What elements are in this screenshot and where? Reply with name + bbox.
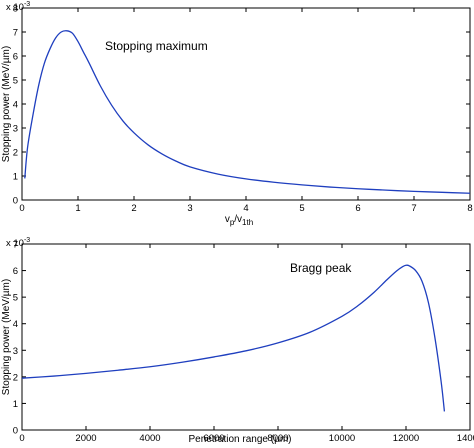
y-axis-label: Stopping power (MeV/µm) [1,279,12,395]
y-tick-label: 2 [13,372,18,383]
plot-frame [21,7,471,201]
x-tick-label: 6 [355,203,360,214]
y-tick-label: 2 [13,148,18,159]
x-tick-label: 6000 [203,433,224,444]
y-tick-label: 4 [13,100,18,111]
x-tick-label: 7 [411,203,416,214]
y-tick-label: 0 [13,196,18,207]
x-tick-label: 4 [243,203,248,214]
x-tick-label: 2 [131,203,136,214]
y-tick-label: 5 [13,293,18,304]
y-tick-label: 7 [13,240,18,251]
y-tick-label: 8 [13,4,18,15]
series-line [24,30,471,194]
annotation-bragg-peak: Bragg peak [290,261,352,275]
chart-bragg-peak: 0 2000 4000 6000 8000 10000 12000 14000 0 1 2 3 4 5 6… [1,237,474,445]
x-tick-label: 0 [19,203,24,214]
y-multiplier: x 10-3 [6,237,30,249]
x-tick-label: 2000 [75,433,96,444]
y-tick-label: 6 [13,52,18,63]
x-tick-label: 14000 [457,433,474,444]
y-tick-label: 0 [13,426,18,437]
x-tick-label: 3 [187,203,192,214]
y-tick-label: 4 [13,319,18,330]
series-line [21,264,446,412]
chart-stopping-maximum: 0 1 2 3 4 5 6 7 8 0 1 2 3 4 5 6 7 8 x 10-3 Stopping maxi… [1,1,473,227]
plot-frame [21,243,471,431]
x-tick-label: 4000 [139,433,160,444]
y-tick-label: 5 [13,76,18,87]
x-tick-label: 12000 [393,433,419,444]
x-tick-label: 8000 [267,433,288,444]
y-tick-label: 3 [13,124,18,135]
y-multiplier: x 10-3 [6,1,30,13]
y-tick-label: 3 [13,346,18,357]
x-axis-label: vp/v1th [225,214,253,227]
x-tick-label: 10000 [329,433,355,444]
x-tick-label: 8 [467,203,472,214]
annotation-stopping-maximum: Stopping maximum [105,39,208,53]
y-tick-label: 1 [13,172,18,183]
y-tick-label: 1 [13,399,18,410]
x-tick-label: 5 [299,203,304,214]
x-axis-label: Penetration range (µm) [188,434,291,445]
y-tick-label: 7 [13,28,18,39]
x-tick-label: 1 [75,203,80,214]
x-tick-label: 0 [19,433,24,444]
y-axis-label: Stopping power (MeV/µm) [1,46,12,162]
y-tick-label: 6 [13,266,18,277]
